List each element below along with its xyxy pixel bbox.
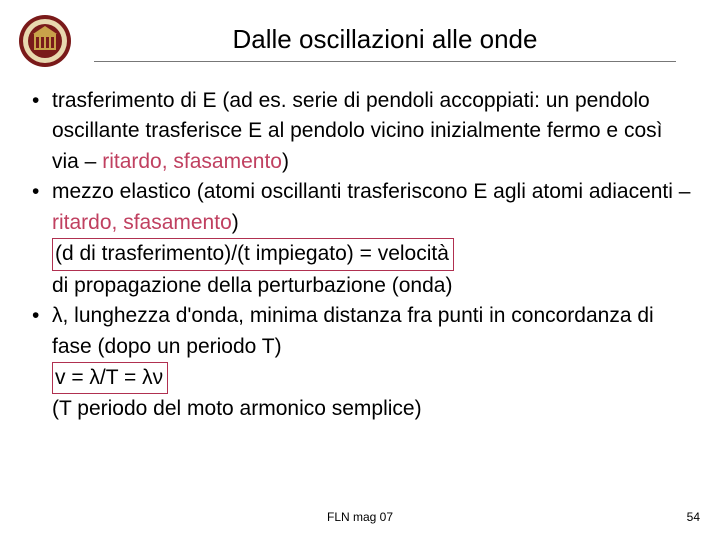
footer-page-number: 54 [687, 510, 700, 524]
footer-center: FLN mag 07 [327, 510, 393, 524]
bullet-2: mezzo elastico (atomi oscillanti trasfer… [28, 177, 692, 238]
bullet-3: λ, lunghezza d'onda, minima distanza fra… [28, 301, 692, 362]
slide-body: trasferimento di E (ad es. serie di pend… [28, 86, 692, 425]
bullet-1-tail: ) [282, 150, 289, 173]
bullet-2-lead: mezzo elastico (atomi oscillanti trasfer… [52, 180, 690, 203]
bullet-3-cont-1: v = λ/T = λν [28, 362, 692, 394]
bullet-2-cont-1: (d di trasferimento)/(t impiegato) = vel… [28, 238, 692, 270]
bullet-3-lead: λ, lunghezza d'onda, minima distanza fra… [52, 304, 654, 357]
bullet-2-cont-2: di propagazione della perturbazione (ond… [28, 271, 692, 301]
bullet-1-accent: ritardo, sfasamento [102, 150, 282, 173]
bullet-1: trasferimento di E (ad es. serie di pend… [28, 86, 692, 177]
bullet-2-accent: ritardo, sfasamento [52, 211, 232, 234]
bullet-3-box: v = λ/T = λν [52, 362, 168, 394]
university-seal-icon [18, 14, 72, 68]
slide: Dalle oscillazioni alle onde trasferimen… [0, 0, 720, 540]
bullet-2-box: (d di trasferimento)/(t impiegato) = vel… [52, 238, 454, 270]
title-block: Dalle oscillazioni alle onde [90, 24, 680, 62]
slide-title: Dalle oscillazioni alle onde [90, 24, 680, 55]
bullet-2-tail: ) [232, 211, 239, 234]
title-underline [94, 61, 676, 62]
bullet-3-cont-2: (T periodo del moto armonico semplice) [28, 394, 692, 424]
bullet-list: trasferimento di E (ad es. serie di pend… [28, 86, 692, 425]
